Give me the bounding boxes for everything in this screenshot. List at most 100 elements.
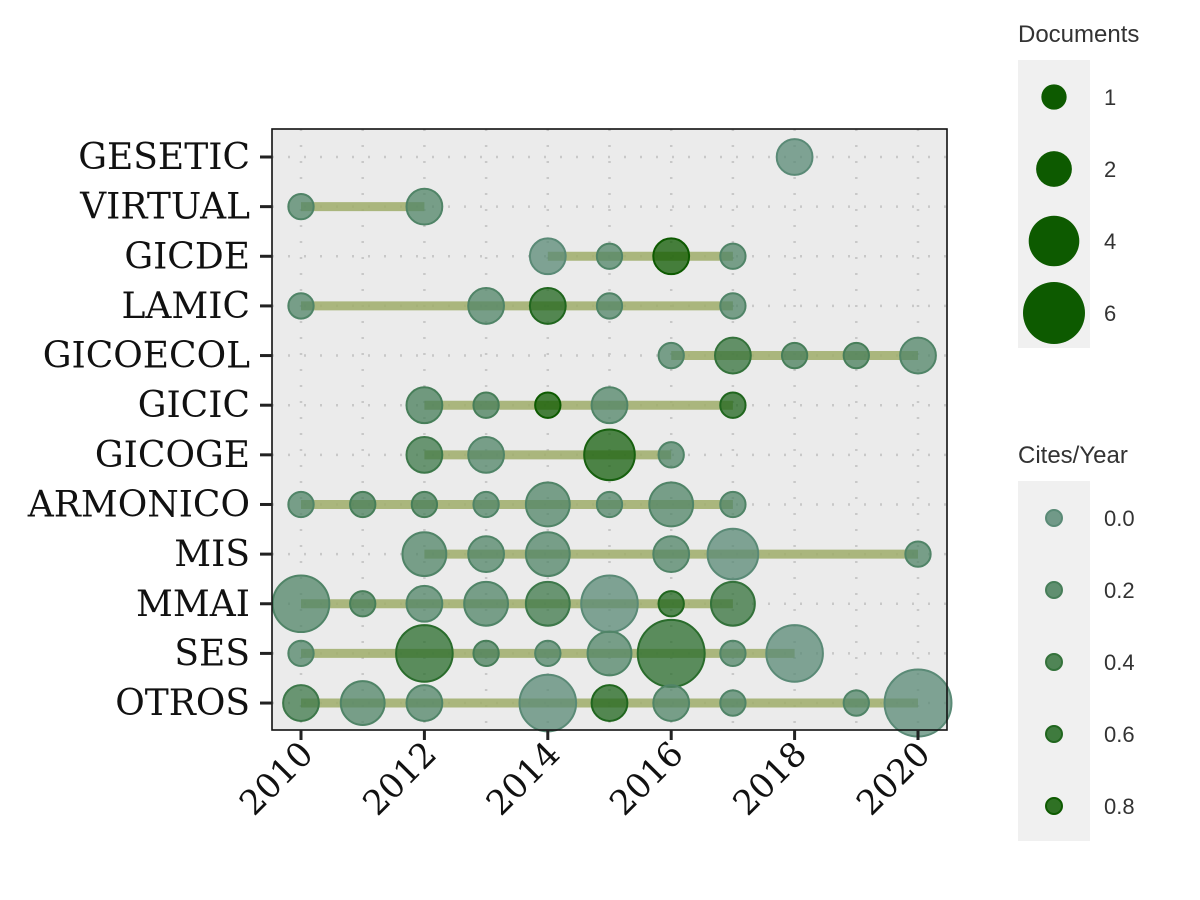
point-gicoge-2013 (467, 435, 505, 474)
point-gicoge-2016 (657, 441, 685, 469)
point-gicic-2012 (405, 386, 444, 425)
point-mmai-2015 (580, 574, 639, 634)
point-otros-2020 (883, 668, 953, 738)
point-gesetic-2018 (775, 138, 814, 176)
legend-documents-label: 2 (1104, 157, 1116, 182)
point-mmai-2010 (271, 574, 331, 634)
legend-cites-per-year: Cites/Year 0.0 0.2 0.4 0.6 0.8 (1018, 442, 1135, 841)
point-mmai-2017 (709, 580, 756, 627)
point-otros-2011 (339, 680, 386, 726)
point-otros-2010 (282, 684, 320, 722)
y-tick-label: GICIC (138, 385, 250, 426)
legend-documents-key (1028, 215, 1080, 267)
point-otros-2016 (652, 684, 691, 722)
legend-documents-label: 6 (1104, 301, 1116, 326)
panel-border (271, 128, 948, 731)
point-ses-2010 (287, 639, 315, 668)
legend-documents-label: 1 (1104, 85, 1116, 110)
point-mmai-2016 (657, 590, 685, 618)
x-tick-label: 2012 (355, 734, 444, 823)
point-mis-2016 (652, 535, 691, 574)
point-armonico-2013 (472, 490, 500, 519)
point-ses-2017 (719, 639, 747, 668)
point-gicoecol-2020 (899, 336, 937, 375)
point-mis-2014 (524, 531, 571, 578)
point-mmai-2012 (405, 584, 444, 623)
y-tick-label: VIRTUAL (79, 187, 250, 228)
point-otros-2017 (719, 689, 747, 717)
y-tick-label: GICOGE (95, 435, 250, 476)
point-gicic-2015 (590, 386, 629, 425)
legend-cites-key (1045, 581, 1063, 599)
legend-documents: Documents 1 2 4 6 (1018, 21, 1139, 348)
point-gicde-2017 (719, 242, 747, 270)
point-ses-2014 (534, 639, 562, 668)
point-mmai-2014 (524, 580, 571, 627)
point-armonico-2014 (524, 481, 571, 528)
point-armonico-2016 (648, 481, 695, 528)
legend-cites-key (1045, 653, 1063, 671)
point-ses-2013 (472, 639, 500, 668)
x-tick-label: 2018 (725, 734, 814, 823)
legend-cites-label: 0.4 (1104, 650, 1135, 675)
point-lamic-2014 (528, 287, 567, 325)
x-tick-label: 2016 (602, 734, 691, 823)
y-tick-label: LAMIC (121, 286, 250, 327)
point-otros-2012 (405, 684, 444, 722)
point-gicic-2014 (534, 391, 562, 419)
point-gicoecol-2018 (780, 341, 809, 370)
legend-cites-label: 0.8 (1104, 794, 1135, 819)
point-otros-2019 (842, 689, 870, 717)
point-armonico-2011 (349, 490, 377, 519)
point-mis-2020 (904, 540, 932, 568)
point-armonico-2015 (595, 490, 624, 519)
y-tick-label: GICOECOL (43, 336, 250, 377)
point-ses-2018 (765, 624, 824, 683)
point-mis-2017 (706, 527, 760, 581)
y-tick-label: ARMONICO (27, 484, 250, 525)
y-tick-label: SES (174, 633, 250, 674)
x-tick-label: 2020 (849, 734, 938, 823)
y-tick-label: MMAI (136, 584, 250, 625)
point-gicic-2013 (472, 391, 500, 419)
legend-documents-title: Documents (1018, 21, 1139, 48)
point-lamic-2017 (719, 292, 747, 320)
point-gicoecol-2016 (657, 341, 685, 370)
y-axis: GESETIC VIRTUAL GICDE LAMIC GICOECOL GICIC GIC… (27, 137, 272, 724)
point-gicde-2014 (528, 237, 567, 276)
legend-documents-key (1023, 282, 1085, 344)
point-mmai-2011 (349, 590, 377, 618)
y-tick-label: MIS (174, 534, 250, 575)
point-ses-2012 (395, 624, 454, 683)
point-otros-2014 (518, 673, 578, 733)
plot-frame (271, 128, 948, 731)
point-lamic-2013 (467, 287, 505, 325)
point-lamic-2010 (287, 292, 315, 320)
point-ses-2015 (586, 630, 633, 677)
y-tick-label: OTROS (115, 683, 250, 724)
point-ses-2016 (636, 618, 706, 688)
point-virtual-2010 (287, 192, 315, 221)
x-tick-label: 2014 (479, 734, 568, 823)
point-lamic-2015 (595, 292, 624, 320)
point-gicic-2017 (719, 391, 747, 419)
point-armonico-2012 (410, 490, 439, 519)
point-gicde-2016 (652, 237, 691, 276)
point-gicoecol-2019 (842, 341, 870, 370)
point-virtual-2012 (405, 187, 444, 226)
point-armonico-2017 (719, 490, 747, 519)
legend-cites-label: 0.2 (1104, 578, 1135, 603)
legend-documents-key (1036, 151, 1072, 187)
legend-cites-key (1045, 797, 1063, 815)
legend-cites-label: 0.6 (1104, 722, 1135, 747)
x-tick-label: 2010 (232, 734, 321, 823)
x-axis: 2010 2012 2014 2016 2018 2020 (232, 730, 938, 824)
point-gicoge-2015 (583, 428, 636, 482)
point-armonico-2010 (287, 490, 315, 519)
legend-documents-key (1041, 84, 1067, 110)
legend-cites-label: 0.0 (1104, 506, 1135, 531)
point-gicoecol-2017 (714, 336, 752, 375)
point-mmai-2013 (463, 580, 510, 627)
point-mis-2012 (401, 531, 448, 578)
